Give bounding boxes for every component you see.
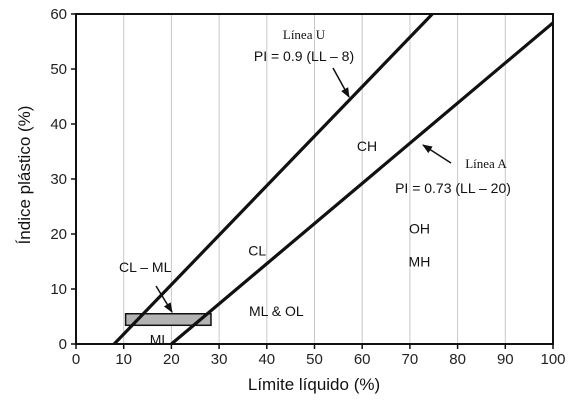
y-axis-title: Índice plástico (%) [15,106,34,245]
x-tick-label: 90 [497,351,514,368]
a-line [170,21,555,346]
x-tick-label: 10 [115,351,132,368]
series-lines [113,12,555,346]
region-label-ml-ol: ML & OL [249,303,304,319]
region-label-ch: CH [357,138,377,154]
y-tick-label: 10 [50,281,67,298]
region-label-oh: OH [409,221,430,237]
a-line-equation: PI = 0.73 (LL – 20) [395,180,511,196]
y-tick-label: 0 [59,336,67,353]
u-line [113,12,434,346]
x-tick-label: 20 [163,351,180,368]
region-labels: CH OH MH CL ML & OL ML CL – ML [119,138,430,348]
cl-ml-band [124,313,212,327]
u-line-name: Línea U [283,27,326,42]
u-line-arrow [332,67,350,98]
region-label-mh: MH [409,254,431,270]
y-tick-label: 20 [50,226,67,243]
x-tick-label: 40 [258,351,275,368]
u-line-equation: PI = 0.9 (LL – 8) [254,48,354,64]
y-tick-label: 40 [50,116,67,133]
axis-ticks: 0 10 20 30 40 50 60 70 80 90 100 0 10 20 30 40 50 60 [50,6,565,368]
region-label-cl-ml: CL – ML [119,259,172,275]
a-line-name: Línea A [465,156,507,171]
x-tick-label: 60 [354,351,371,368]
y-tick-label: 50 [50,61,67,78]
x-tick-label: 70 [402,351,419,368]
x-tick-label: 0 [72,351,80,368]
y-tick-label: 60 [50,6,67,23]
region-label-ml: ML [150,332,170,348]
x-tick-label: 100 [540,351,565,368]
x-axis-title: Límite líquido (%) [248,375,380,394]
grid [123,14,506,344]
cl-ml-band-layer [124,313,212,327]
a-line-arrow [422,144,452,164]
x-tick-label: 80 [449,351,466,368]
x-tick-label: 50 [306,351,323,368]
y-tick-label: 30 [50,171,67,188]
x-tick-label: 30 [211,351,228,368]
cl-ml-arrow [155,285,173,313]
region-label-cl: CL [248,243,266,259]
